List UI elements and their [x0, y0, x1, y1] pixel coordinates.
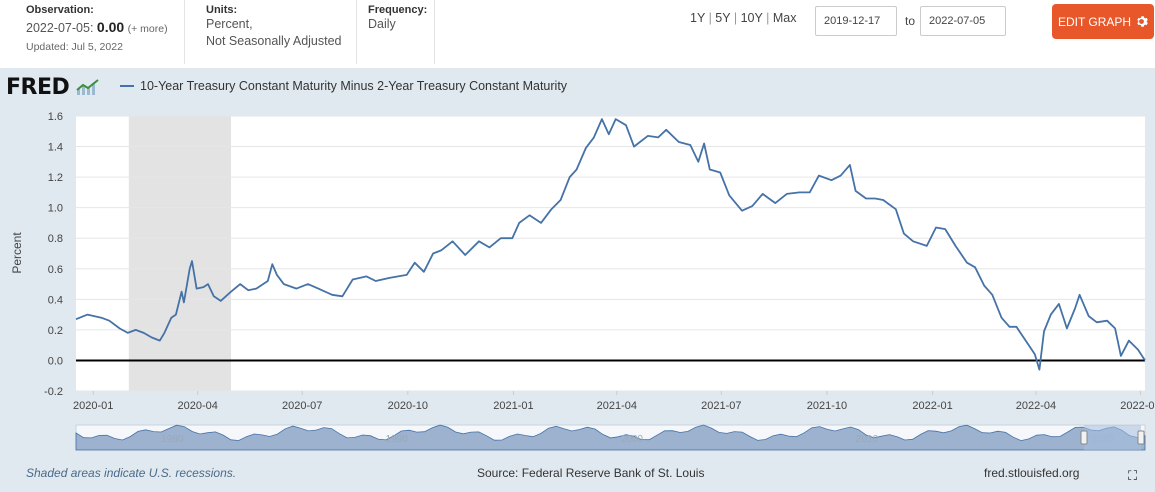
range-separator: |: [766, 11, 770, 25]
chart-svg: Percent -0.2 0.0 0.2 0.4 0.6 0.8 1.0 1.2 1.4 1.6 2…: [10, 111, 1155, 451]
chart-legend: 10-Year Treasury Constant Maturity Minus…: [120, 79, 567, 93]
y-tick-label: 0.4: [48, 294, 63, 306]
y-tick-label: 0.6: [48, 264, 63, 276]
chart-title: 10-Year Treasury Constant Maturity Minus…: [140, 79, 568, 93]
observation-more-link[interactable]: (+ more): [127, 23, 168, 35]
units-label: Units:: [206, 4, 238, 16]
fred-logo: FRED: [6, 75, 100, 100]
units-line1: Percent,: [206, 17, 253, 31]
x-tick-label: 2021-10: [807, 400, 847, 412]
recession-shade: [128, 116, 232, 391]
to-label: to: [905, 14, 916, 28]
edit-graph-button[interactable]: EDIT GRAPH: [1052, 4, 1154, 39]
y-tick-label: 0.2: [48, 325, 63, 337]
navigator-label: 1990: [386, 434, 409, 445]
navigator-selection: [1084, 425, 1141, 450]
fullscreen-icon[interactable]: ⛶: [1128, 468, 1138, 483]
chart-frame: FRED 10-Year Treasury Constant Maturity …: [0, 68, 1155, 492]
x-tick-label: 2020-10: [388, 400, 428, 412]
y-tick-label: 1.0: [48, 203, 63, 215]
navigator-label: 2010: [856, 434, 879, 445]
observation-line: 2022-07-05: 0.00 (+ more): [26, 19, 184, 38]
updated-date: Updated: Jul 5, 2022: [26, 41, 123, 53]
fred-logo-text: FRED: [6, 75, 70, 100]
y-tick-label: 1.2: [48, 172, 63, 184]
end-date-input[interactable]: [920, 6, 1006, 36]
range-1y-link[interactable]: 1Y: [690, 11, 706, 25]
range-5y-link[interactable]: 5Y: [715, 11, 731, 25]
gear-icon: [1137, 16, 1148, 27]
navigator-label: 2000: [621, 434, 644, 445]
navigator-label: 1980: [161, 434, 184, 445]
observation-date: 2022-07-05:: [26, 21, 94, 35]
chart-logo-icon: [76, 79, 100, 95]
frequency-label: Frequency:: [368, 4, 428, 16]
navigator-handle: [1137, 430, 1145, 445]
y-tick-label: 1.4: [48, 142, 63, 154]
fred-url-link[interactable]: fred.stlouisfed.org: [984, 466, 1080, 480]
edit-graph-label: EDIT GRAPH: [1057, 14, 1132, 29]
range-10y-link[interactable]: 10Y: [740, 11, 763, 25]
observation-label: Observation:: [26, 4, 94, 16]
range-separator: |: [708, 11, 712, 25]
units-line2: Not Seasonally Adjusted: [206, 34, 342, 48]
series-line: [75, 118, 1146, 371]
observation-block: Observation: 2022-07-05: 0.00 (+ more) U…: [26, 0, 185, 64]
x-tick-label: 2021-07: [701, 400, 741, 412]
frequency-block: Frequency: Daily: [368, 0, 435, 64]
source-text: Source: Federal Reserve Bank of St. Loui…: [477, 466, 705, 480]
units-block: Units: Percent, Not Seasonally Adjusted: [206, 0, 357, 64]
plot-area: [76, 116, 1145, 391]
range-max-link[interactable]: Max: [772, 11, 797, 25]
x-tick-label: 2022-07: [1120, 400, 1155, 412]
y-tick-label: 1.6: [48, 111, 63, 123]
y-tick-label: 0.8: [48, 233, 63, 245]
header-bar: Observation: 2022-07-05: 0.00 (+ more) U…: [0, 0, 1155, 68]
navigator-series: [75, 424, 1146, 451]
x-tick-label: 2022-04: [1016, 400, 1056, 412]
recession-note: Shaded areas indicate U.S. recessions.: [26, 466, 237, 480]
x-tick-label: 2022-01: [912, 400, 952, 412]
y-tick-label: 0.0: [48, 355, 63, 367]
y-tick-label: -0.2: [44, 386, 63, 398]
start-date-input[interactable]: [815, 6, 897, 36]
y-axis-label: Percent: [10, 232, 24, 274]
range-separator: |: [733, 11, 738, 25]
frequency-value: Daily: [368, 17, 396, 31]
x-tick-label: 2021-04: [597, 400, 637, 412]
range-links: 1Y | 5Y | 10Y | Max: [690, 11, 796, 25]
legend-line-swatch: [120, 85, 134, 87]
x-tick-label: 2020-07: [282, 400, 322, 412]
x-tick-label: 2020-04: [178, 400, 218, 412]
x-tick-label: 2020-01: [73, 400, 113, 412]
x-tick-label: 2021-01: [493, 400, 533, 412]
navigator-handle: [1080, 430, 1088, 445]
observation-value: 0.00: [96, 19, 125, 35]
